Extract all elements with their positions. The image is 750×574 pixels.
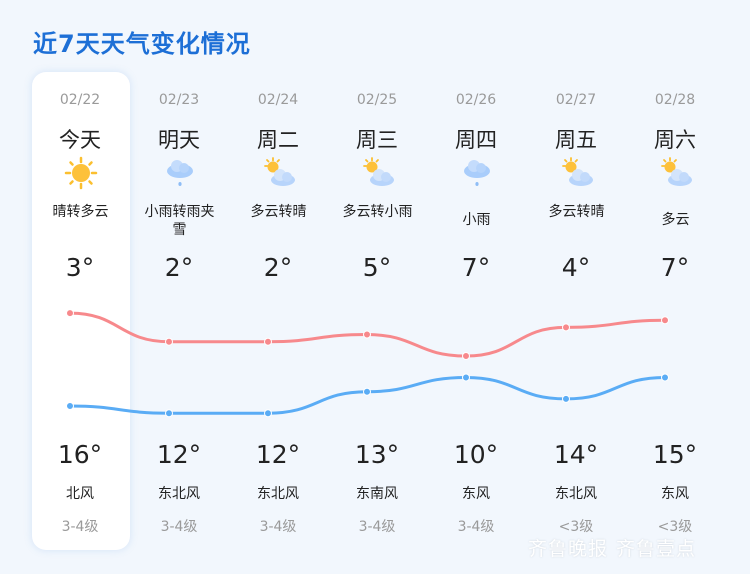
day-column[interactable]: 02/27 周五 多云转晴 4° 14° 东北风 <3级	[527, 0, 626, 574]
watermark: 齐鲁晚报 齐鲁壹点	[528, 534, 704, 561]
wind-level: <3级	[558, 519, 594, 535]
day-column[interactable]: 02/24 周二 多云转晴 2° 12° 东北风 3-4级	[229, 0, 328, 574]
page-title: 近7天天气变化情况	[33, 30, 251, 58]
low-temperature: 2°	[164, 253, 194, 282]
day-column[interactable]: 02/22 今天 晴转多云 3° 16° 北风 3-4级	[31, 0, 130, 574]
date-label: 02/22	[59, 92, 101, 108]
weather-description: 小雨	[462, 212, 491, 228]
low-temp-point	[462, 373, 470, 382]
high-temp-point	[661, 316, 669, 325]
date-label: 02/24	[257, 92, 299, 108]
high-temp-point	[66, 309, 74, 318]
weather-description: 多云转晴	[548, 204, 605, 220]
wind-direction: 东风	[661, 486, 689, 502]
low-temp-point	[264, 409, 272, 418]
low-temp-point	[562, 394, 570, 403]
low-temp-point	[363, 387, 371, 396]
date-label: 02/25	[356, 92, 398, 108]
high-temperature: 14°	[553, 440, 599, 469]
low-temperature: 7°	[461, 253, 491, 282]
day-label: 周二	[257, 128, 299, 152]
weather-description: 小雨转雨夹雪	[144, 204, 215, 238]
wind-level: 3-4级	[61, 519, 99, 535]
day-label: 今天	[59, 128, 101, 152]
high-temperature: 15°	[652, 440, 698, 469]
day-label: 周五	[555, 128, 597, 152]
day-column[interactable]: 02/23 明天 小雨转雨夹雪 2° 12° 东北风 3-4级	[130, 0, 229, 574]
high-temp-point	[363, 330, 371, 339]
wind-direction: 北风	[66, 486, 94, 502]
watermark-left: 齐鲁晚报	[528, 538, 609, 560]
wind-level: 3-4级	[160, 519, 198, 535]
low-temperature: 2°	[263, 253, 293, 282]
date-label: 02/23	[158, 92, 200, 108]
wind-level: <3级	[657, 519, 693, 535]
high-temp-point	[562, 323, 570, 332]
date-label: 02/26	[455, 92, 497, 108]
low-temp-point	[661, 373, 669, 382]
date-label: 02/27	[555, 92, 597, 108]
wind-direction: 东风	[462, 486, 490, 502]
wind-direction: 东北风	[555, 486, 597, 502]
low-temperature: 7°	[660, 253, 690, 282]
day-label: 明天	[158, 128, 200, 152]
high-temp-point	[462, 352, 470, 360]
weather-description: 多云转小雨	[342, 204, 413, 220]
low-temp-point	[66, 402, 74, 411]
day-label: 周三	[356, 128, 398, 152]
sunny-icon	[64, 156, 98, 190]
wind-direction: 东北风	[158, 486, 200, 502]
day-column[interactable]: 02/28 周六 多云 7° 15° 东风 <3级	[626, 0, 725, 574]
watermark-right: 齐鲁壹点	[616, 538, 697, 560]
today-highlight-card	[32, 72, 130, 550]
wind-level: 3-4级	[457, 519, 495, 535]
day-label: 周六	[654, 128, 696, 152]
weather-description: 多云转晴	[250, 204, 307, 220]
date-label: 02/28	[654, 92, 696, 108]
partly-cloudy-icon	[262, 156, 296, 190]
wind-direction: 东北风	[257, 486, 299, 502]
wind-direction: 东南风	[356, 486, 398, 502]
wind-level: 3-4级	[358, 519, 396, 535]
wind-level: 3-4级	[259, 519, 297, 535]
day-label: 周四	[455, 128, 497, 152]
high-temperature: 13°	[354, 440, 400, 469]
low-temperature: 3°	[65, 253, 95, 282]
light-rain-icon	[460, 156, 494, 190]
day-column[interactable]: 02/26 周四 小雨 7° 10° 东风 3-4级	[427, 0, 526, 574]
weather-description: 晴转多云	[52, 204, 109, 220]
day-column[interactable]: 02/25 周三 多云转小雨 5° 13° 东南风 3-4级	[328, 0, 427, 574]
partly-cloudy-icon	[560, 156, 594, 190]
high-temperature: 12°	[156, 440, 202, 469]
partly-cloudy-icon	[361, 156, 395, 190]
high-temperature: 10°	[453, 440, 499, 469]
high-temperature: 12°	[255, 440, 301, 469]
low-temperature: 5°	[362, 253, 392, 282]
partly-cloudy-icon	[659, 156, 693, 190]
high-temp-point	[165, 337, 173, 346]
light-rain-icon	[163, 156, 197, 190]
low-temperature: 4°	[561, 253, 591, 282]
weather-description: 多云	[661, 212, 690, 228]
high-temp-point	[264, 337, 272, 346]
low-temp-point	[165, 409, 173, 418]
high-temperature: 16°	[57, 440, 103, 469]
